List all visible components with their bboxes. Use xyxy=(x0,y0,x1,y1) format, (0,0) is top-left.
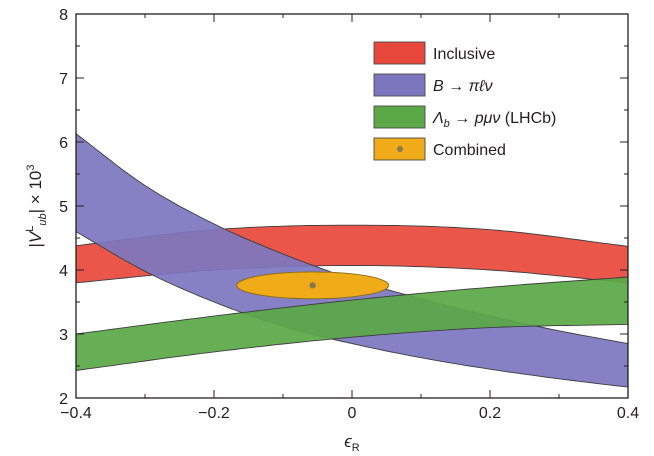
y-tick-label: 5 xyxy=(59,199,68,216)
x-axis-label: ϵR xyxy=(344,432,360,454)
x-tick-label: 0 xyxy=(348,405,357,422)
y-tick-label: 6 xyxy=(59,135,68,152)
x-tick-label: 0.2 xyxy=(479,405,501,422)
y-tick-label: 3 xyxy=(59,327,68,344)
legend-combined-dot xyxy=(397,146,403,152)
plot-bands xyxy=(76,133,628,388)
legend-swatch-2 xyxy=(373,73,426,97)
axis-ticks: −0.4 −0.2 0 0.2 0.4 2 3 4 5 6 7 8 xyxy=(59,7,639,422)
legend-swatch-1 xyxy=(373,41,426,65)
band-series-3 xyxy=(76,276,628,371)
x-tick-label: 0.4 xyxy=(617,405,639,422)
legend-swatch-3 xyxy=(373,105,426,129)
x-tick-label: −0.4 xyxy=(60,405,92,422)
legend-label-1: Inclusive xyxy=(433,46,495,63)
legend-label-4: Combined xyxy=(433,142,506,159)
y-tick-label: 8 xyxy=(59,7,68,24)
x-tick-label: −0.2 xyxy=(198,405,230,422)
combined-center-point xyxy=(309,282,316,289)
legend: Inclusive B → πℓν Λb → pμν (LHCb) Combined xyxy=(373,41,556,161)
y-axis-label: |VLub| × 103 xyxy=(24,165,49,248)
y-tick-label: 2 xyxy=(59,391,68,408)
legend-label-2: B → πℓν xyxy=(433,78,492,95)
y-tick-label: 4 xyxy=(59,263,68,280)
legend-label-3: Λb → pμν (LHCb) xyxy=(432,110,556,130)
y-tick-label: 7 xyxy=(59,71,68,88)
